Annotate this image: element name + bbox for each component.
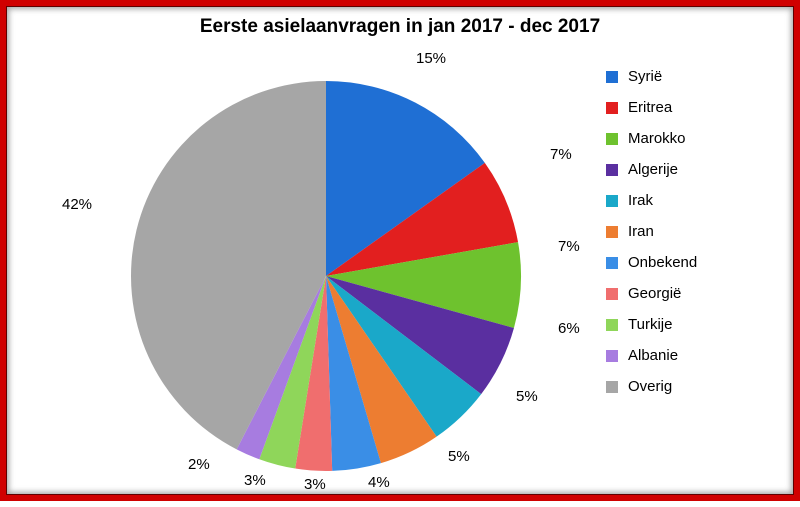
- legend: Syrië Eritrea Marokko Algerije Irak Iran Onbek…: [606, 68, 697, 409]
- percent-label: 4%: [368, 474, 390, 491]
- percent-label: 5%: [448, 448, 470, 465]
- legend-item: Irak: [606, 192, 697, 209]
- percent-label: 42%: [62, 196, 92, 213]
- legend-swatch: [606, 102, 618, 114]
- legend-item: Onbekend: [606, 254, 697, 271]
- legend-swatch: [606, 71, 618, 83]
- legend-label: Iran: [628, 223, 654, 240]
- percent-label: 3%: [244, 472, 266, 489]
- percent-label: 15%: [416, 50, 446, 67]
- percent-label: 7%: [550, 146, 572, 163]
- legend-swatch: [606, 133, 618, 145]
- legend-label: Marokko: [628, 130, 686, 147]
- legend-swatch: [606, 350, 618, 362]
- legend-item: Overig: [606, 378, 697, 395]
- legend-label: Georgië: [628, 285, 681, 302]
- percent-label: 5%: [516, 388, 538, 405]
- legend-item: Algerije: [606, 161, 697, 178]
- legend-label: Onbekend: [628, 254, 697, 271]
- legend-label: Irak: [628, 192, 653, 209]
- legend-swatch: [606, 195, 618, 207]
- legend-item: Albanie: [606, 347, 697, 364]
- legend-label: Syrië: [628, 68, 662, 85]
- legend-swatch: [606, 257, 618, 269]
- percent-label: 7%: [558, 238, 580, 255]
- legend-item: Marokko: [606, 130, 697, 147]
- percent-label: 2%: [188, 456, 210, 473]
- percent-label: 3%: [304, 476, 326, 493]
- percent-label: 6%: [558, 320, 580, 337]
- legend-label: Overig: [628, 378, 672, 395]
- legend-label: Turkije: [628, 316, 672, 333]
- legend-swatch: [606, 381, 618, 393]
- legend-swatch: [606, 226, 618, 238]
- legend-label: Algerije: [628, 161, 678, 178]
- legend-label: Albanie: [628, 347, 678, 364]
- legend-swatch: [606, 319, 618, 331]
- legend-swatch: [606, 288, 618, 300]
- legend-item: Iran: [606, 223, 697, 240]
- legend-item: Turkije: [606, 316, 697, 333]
- chart-frame: Eerste asielaanvragen in jan 2017 - dec …: [0, 0, 800, 501]
- legend-swatch: [606, 164, 618, 176]
- legend-item: Syrië: [606, 68, 697, 85]
- legend-item: Eritrea: [606, 99, 697, 116]
- legend-label: Eritrea: [628, 99, 672, 116]
- legend-item: Georgië: [606, 285, 697, 302]
